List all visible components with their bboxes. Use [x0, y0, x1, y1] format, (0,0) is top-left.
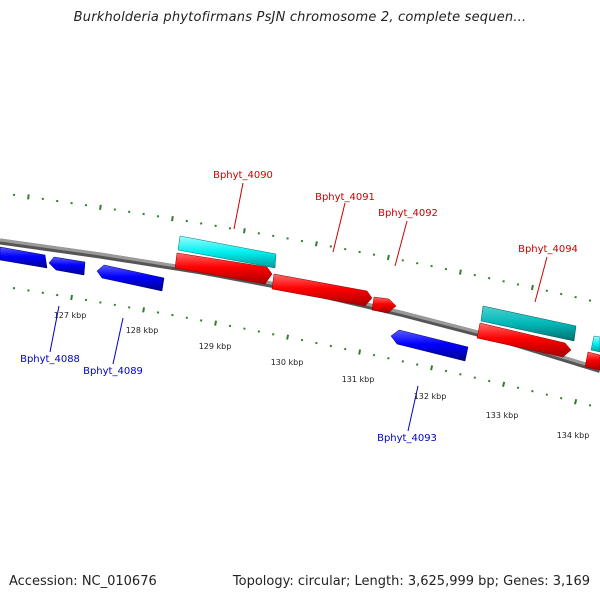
major-tick	[574, 399, 578, 405]
major-tick	[530, 284, 534, 291]
gene-label-bphyt-4092[interactable]: Bphyt_4092	[378, 208, 438, 219]
backbone	[0, 238, 600, 370]
gene-arrow-bphyt-4093[interactable]	[390, 329, 469, 362]
major-tick	[243, 228, 246, 234]
accession-label: Accession: NC_010676	[9, 574, 157, 589]
gene-arrow-bphyt-4094[interactable]	[476, 322, 572, 358]
major-tick	[27, 194, 30, 200]
gene-label-bphyt-4091[interactable]: Bphyt_4091	[315, 192, 375, 203]
major-tick	[142, 307, 145, 313]
major-tick	[99, 204, 102, 210]
scale-label-133: 133 kbp	[486, 411, 519, 420]
major-tick	[314, 241, 318, 247]
map-title: Burkholderia phytofirmans PsJN chromosom…	[73, 10, 527, 25]
highlight-genes	[177, 235, 600, 353]
gene-bar-bphyt-4094-highlight[interactable]	[480, 305, 577, 342]
major-tick	[286, 334, 290, 340]
major-tick	[502, 381, 506, 388]
reverse-gene-labels: Bphyt_4088 Bphyt_4089 Bphyt_4093	[20, 354, 437, 444]
gene-label-bphyt-4093[interactable]: Bphyt_4093	[377, 433, 437, 444]
gene-label-bphyt-4088[interactable]: Bphyt_4088	[20, 354, 80, 365]
gene-label-bphyt-4090[interactable]: Bphyt_4090	[213, 170, 273, 181]
reverse-leader-lines	[49, 305, 419, 432]
major-tick	[358, 349, 362, 355]
forward-leader-lines	[233, 182, 548, 303]
scale-labels: 127 kbp 128 kbp 129 kbp 130 kbp 131 kbp …	[54, 311, 590, 440]
gene-bar-bphyt-4090-highlight[interactable]	[177, 235, 277, 269]
major-tick	[430, 365, 434, 371]
forward-genes	[174, 252, 600, 371]
gene-label-bphyt-4089[interactable]: Bphyt_4089	[83, 366, 143, 377]
gene-arrow-bphyt-4089[interactable]	[96, 264, 165, 292]
gene-label-bphyt-4094[interactable]: Bphyt_4094	[518, 244, 578, 255]
scale-label-132: 132 kbp	[414, 392, 447, 401]
scale-label-129: 129 kbp	[199, 342, 232, 351]
major-tick	[386, 254, 390, 261]
gene-arrow-bphyt-4092[interactable]	[371, 296, 397, 314]
backbone-shadow	[0, 238, 600, 373]
inner-tick-track	[12, 287, 592, 407]
scale-label-127: 127 kbp	[54, 311, 87, 320]
forward-gene-labels: Bphyt_4090 Bphyt_4091 Bphyt_4092 Bphyt_4…	[213, 170, 578, 255]
gene-arrow-edge-red[interactable]	[584, 351, 600, 371]
gene-bar-edge-highlight[interactable]	[590, 335, 600, 353]
scale-label-134: 134 kbp	[557, 431, 590, 440]
scale-label-128: 128 kbp	[126, 326, 159, 335]
topology-summary: Topology: circular; Length: 3,625,999 bp…	[232, 574, 590, 589]
gene-arrow-bphyt-4090[interactable]	[174, 252, 273, 285]
reverse-genes	[0, 246, 469, 362]
gene-arrow-bphyt-4088[interactable]	[48, 256, 86, 276]
gene-arrow-left-edge[interactable]	[0, 246, 48, 269]
gene-arrow-bphyt-4091[interactable]	[271, 273, 373, 307]
major-tick	[171, 216, 174, 222]
major-tick	[458, 269, 462, 275]
scale-label-130: 130 kbp	[271, 358, 304, 367]
scale-label-131: 131 kbp	[342, 375, 375, 384]
major-tick	[214, 320, 218, 326]
outer-tick-track	[12, 193, 592, 302]
major-tick	[70, 294, 73, 301]
